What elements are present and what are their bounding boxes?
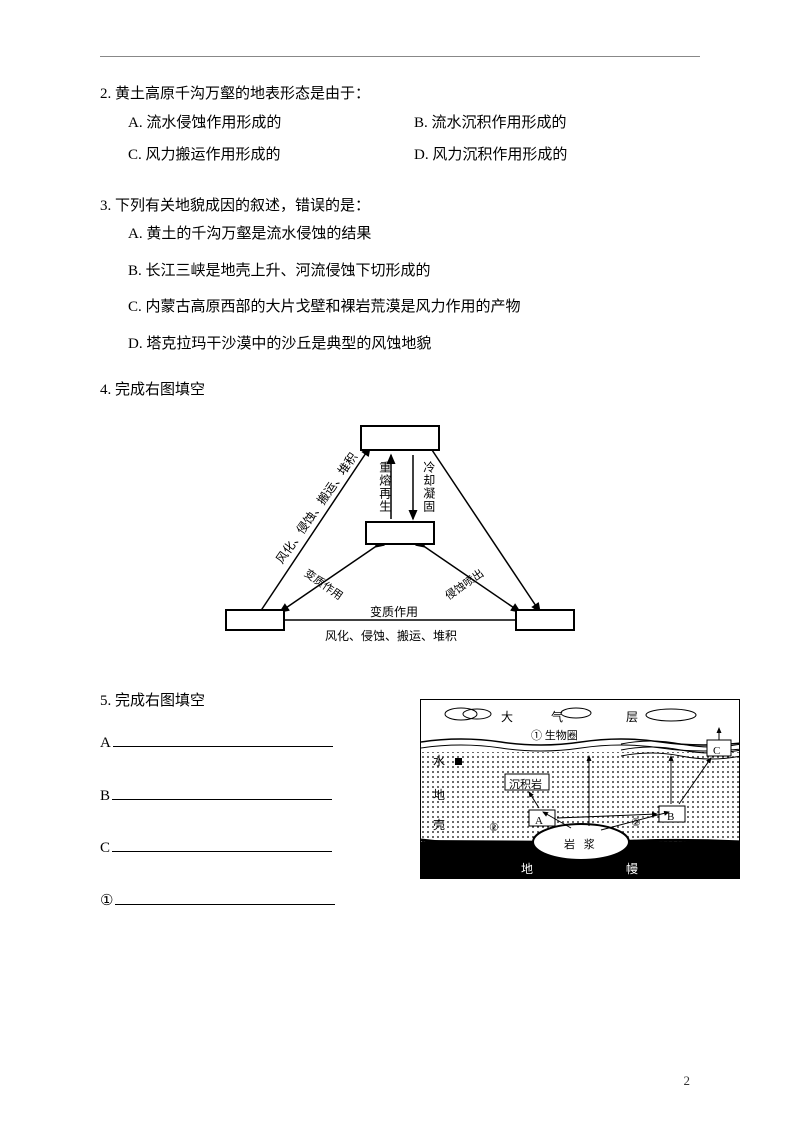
- mantle-r: 幔: [626, 858, 638, 879]
- fill-1: ①: [100, 887, 700, 916]
- rock-top-box: [360, 425, 440, 451]
- page-number: 2: [684, 1069, 691, 1094]
- di-label: 地: [433, 784, 445, 807]
- q2-opt-c: C. 风力搬运作用形成的: [128, 141, 414, 170]
- atmo-layer: 层: [626, 706, 638, 729]
- q2-opt-b: B. 流水沉积作用形成的: [414, 109, 700, 138]
- fill-1-label: ①: [100, 893, 113, 909]
- q3-stem: 3. 下列有关地貌成因的叙述，错误的是：: [100, 192, 700, 221]
- question-5: 5. 完成右图填空 A B C ①: [100, 687, 700, 1030]
- q3-opt-c: C. 内蒙古高原西部的大片戈壁和裸岩荒漠是风力作用的产物: [128, 293, 700, 322]
- q3-opt-b: B. 长江三峡是地壳上升、河流侵蚀下切形成的: [128, 257, 700, 286]
- blank-1[interactable]: [115, 887, 335, 905]
- box-a-label: A: [535, 811, 543, 832]
- label-bottom-top: 变质作用: [370, 601, 418, 624]
- q4-stem: 4. 完成右图填空: [100, 376, 700, 405]
- blank-c[interactable]: [112, 834, 332, 852]
- fill-a-label: A: [100, 735, 111, 751]
- question-2: 2. 黄土高原千沟万壑的地表形态是由于： A. 流水侵蚀作用形成的 B. 流水沉…: [100, 80, 700, 174]
- q3-opt-a: A. 黄土的千沟万壑是流水侵蚀的结果: [128, 220, 700, 249]
- rock-bl-box: [225, 609, 285, 631]
- earth-sphere-diagram: 大 气 层 ① 生物圈 水 沉积岩 地 壳 A B C 岩 浆 地 幔 ② ②: [420, 699, 740, 879]
- mantle-l: 地: [521, 858, 533, 879]
- biosphere-label: ① 生物圈: [531, 726, 578, 747]
- magma-label: 岩 浆: [564, 835, 598, 856]
- q2-stem: 2. 黄土高原千沟万壑的地表形态是由于：: [100, 80, 700, 109]
- question-3: 3. 下列有关地貌成因的叙述，错误的是： A. 黄土的千沟万壑是流水侵蚀的结果 …: [100, 192, 700, 359]
- q2-opt-a: A. 流水侵蚀作用形成的: [128, 109, 414, 138]
- atmo-left: 大: [501, 706, 529, 729]
- label-bottom-bot: 风化、侵蚀、搬运、堆积: [325, 625, 457, 648]
- question-4: 4. 完成右图填空: [100, 376, 700, 647]
- rock-cycle-diagram: 风化、侵蚀、搬运、堆积 重熔再生 冷却凝固 变质作用 侵蚀喷出 变质作用 风化、…: [205, 417, 595, 647]
- num2a: ②: [489, 818, 499, 839]
- fill-c-label: C: [100, 840, 110, 856]
- fill-b-label: B: [100, 788, 110, 804]
- q2-options: A. 流水侵蚀作用形成的 B. 流水沉积作用形成的 C. 风力搬运作用形成的 D…: [100, 109, 700, 174]
- box-c-label: C: [713, 741, 720, 762]
- label-mid-right: 冷却凝固: [417, 461, 440, 513]
- blank-b[interactable]: [112, 782, 332, 800]
- label-mid-left: 重熔再生: [373, 461, 396, 513]
- q5-block: A B C ①: [100, 729, 700, 1029]
- q3-opt-d: D. 塔克拉玛干沙漠中的沙丘是典型的风蚀地貌: [128, 330, 700, 359]
- sed-rock-label: 沉积岩: [509, 775, 542, 796]
- water-label: 水: [433, 750, 445, 773]
- crust-label: 壳: [433, 814, 445, 837]
- rock-mid-box: [365, 521, 435, 545]
- q2-opt-d: D. 风力沉积作用形成的: [414, 141, 700, 170]
- q3-options: A. 黄土的千沟万壑是流水侵蚀的结果 B. 长江三峡是地壳上升、河流侵蚀下切形成…: [100, 220, 700, 358]
- rock-br-box: [515, 609, 575, 631]
- blank-a[interactable]: [113, 729, 333, 747]
- box-b-label: B: [667, 807, 674, 828]
- header-rule: [100, 56, 700, 57]
- num2b: ②: [631, 813, 641, 834]
